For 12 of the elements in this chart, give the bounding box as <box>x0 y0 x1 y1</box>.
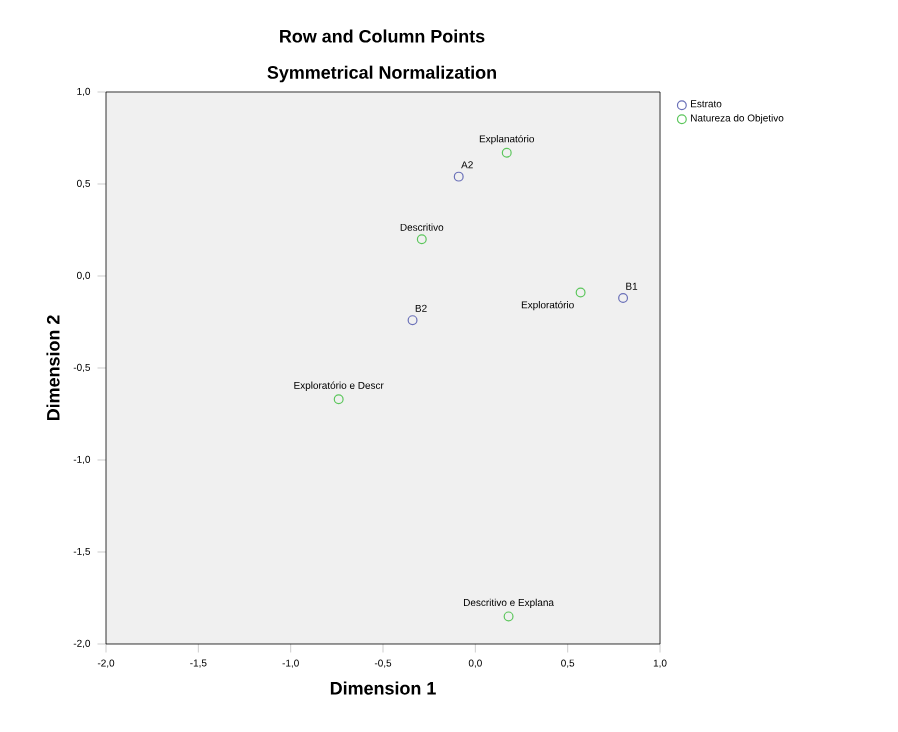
point <box>333 394 344 405</box>
chart-subtitle: Symmetrical Normalization <box>267 65 496 83</box>
chart-title: Row and Column Points <box>280 29 485 43</box>
point <box>618 293 629 304</box>
point <box>503 611 514 622</box>
point <box>416 234 427 245</box>
point <box>453 171 464 182</box>
x-axis-title: Dimension 1 <box>330 681 436 695</box>
y-axis-title: Dimension 2 <box>46 315 60 421</box>
point <box>501 147 512 158</box>
point <box>407 315 418 326</box>
point <box>575 287 586 298</box>
